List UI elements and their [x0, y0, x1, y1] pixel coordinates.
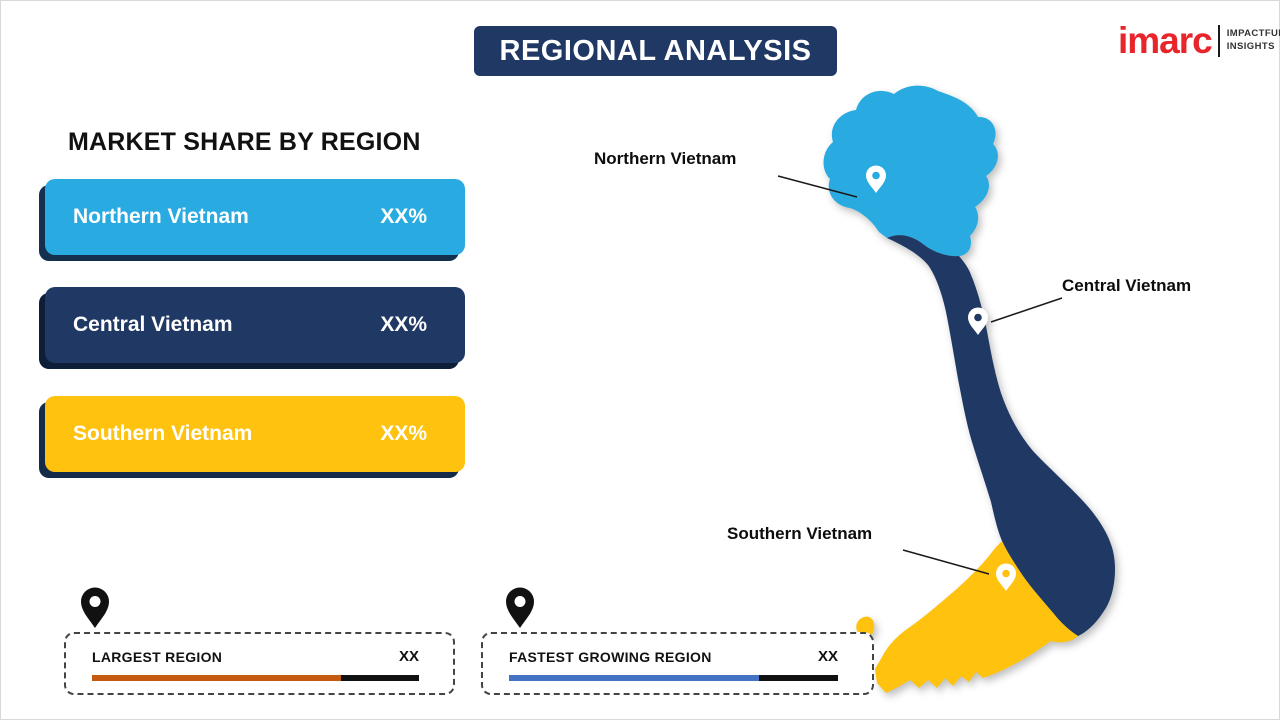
fastest-region-bar-black: [759, 675, 838, 681]
map-region-south: [875, 541, 1078, 693]
largest-region-bar-black: [340, 675, 419, 681]
region-bar-label: Northern Vietnam: [73, 205, 249, 228]
largest-region-box: LARGEST REGION XX: [64, 632, 455, 695]
region-bar-value: XX%: [380, 313, 427, 336]
fastest-region-label: FASTEST GROWING REGION: [509, 648, 712, 665]
logo-tagline: IMPACTFUL INSIGHTS: [1227, 28, 1280, 54]
largest-region-bar: [92, 675, 419, 681]
logo-brand-text: imarc: [1118, 20, 1213, 61]
vietnam-map: [820, 85, 1135, 705]
logo-divider: [1217, 24, 1220, 57]
central-pin-icon: [968, 307, 988, 335]
fastest-region-pin-icon: [503, 587, 537, 634]
region-bar-value: XX%: [380, 422, 427, 445]
fastest-region-value: XX: [817, 648, 838, 665]
region-bar-label: Southern Vietnam: [73, 422, 253, 445]
fastest-region-box: FASTEST GROWING REGION XX: [481, 632, 874, 695]
map-label-central: Central Vietnam: [1062, 276, 1192, 295]
region-bar-value: XX%: [380, 205, 427, 228]
largest-region-pin-icon: [78, 587, 112, 634]
map-region-north: [823, 85, 998, 257]
market-share-heading: MARKET SHARE BY REGION: [68, 128, 421, 156]
largest-region-label: LARGEST REGION: [92, 648, 223, 665]
region-bar-southern: Southern Vietnam XX%: [45, 396, 465, 472]
fastest-region-bar-color: [509, 675, 760, 681]
fastest-region-bar: [509, 675, 838, 681]
north-pin-icon: [866, 165, 886, 193]
logo-tagline-line2: INSIGHTS: [1226, 40, 1275, 52]
region-bar-northern: Northern Vietnam XX%: [45, 179, 465, 255]
map-label-northern: Northern Vietnam: [594, 149, 737, 168]
map-region-central: [887, 235, 1115, 636]
page-title: REGIONAL ANALYSIS: [474, 26, 837, 76]
logo-tagline-line1: IMPACTFUL: [1226, 27, 1280, 39]
region-bar-central: Central Vietnam XX%: [45, 287, 465, 363]
region-bar-label: Central Vietnam: [73, 313, 233, 336]
south-pin-icon: [996, 563, 1016, 591]
largest-region-value: XX: [398, 648, 419, 665]
map-label-southern: Southern Vietnam: [727, 524, 873, 543]
largest-region-bar-color: [92, 675, 341, 681]
imarc-logo: imarc IMPACTFUL INSIGHTS: [1118, 22, 1280, 59]
